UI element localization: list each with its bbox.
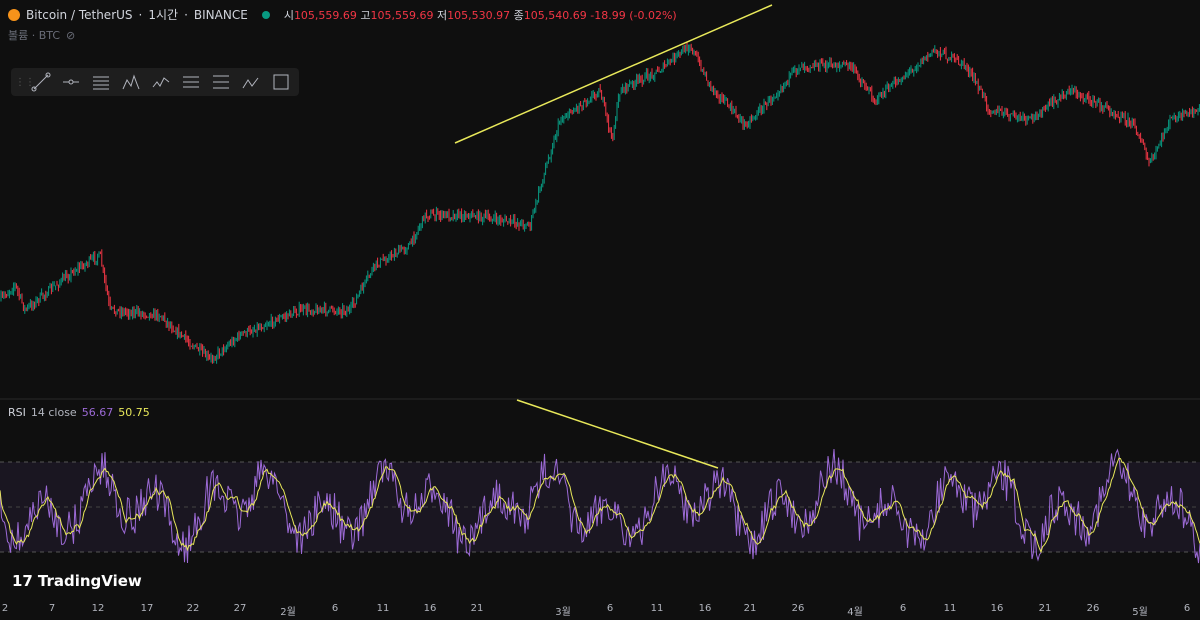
rsi-params: 14 close (30, 406, 77, 419)
time-axis-label: 3월 (555, 607, 571, 618)
symbol-name[interactable]: Bitcoin / TetherUS (26, 7, 133, 22)
ohlc-values: 시105,559.69 고105,559.69 저105,530.97 종105… (284, 7, 677, 23)
tradingview-logo[interactable]: 𝟭𝟳 TradingView (12, 572, 142, 590)
time-axis-label: 5월 (1132, 607, 1148, 618)
rsi-legend: RSI 14 close 56.67 50.75 (8, 406, 150, 419)
time-axis-label: 6 (1183, 603, 1191, 614)
change-value: -18.99 (-0.02%) (590, 8, 677, 22)
time-axis-label: 11 (650, 603, 664, 614)
open-value: 105,559.69 (293, 8, 357, 22)
time-axis-label: 27 (233, 603, 247, 614)
rsi-ma-value: 50.75 (118, 406, 150, 419)
time-axis-label: 16 (990, 603, 1004, 614)
volume-legend: 볼륨 · BTC ⊘ (8, 27, 75, 43)
time-axis-label: 17 (140, 603, 154, 614)
open-label: 시 (283, 8, 294, 22)
exchange: BINANCE (193, 7, 248, 22)
eye-hidden-icon[interactable]: ⊘ (66, 28, 76, 42)
fib-retracement-icon[interactable] (179, 71, 203, 93)
high-label: 고 (360, 8, 371, 22)
rsi-ma-line (0, 457, 1200, 554)
bitcoin-icon (8, 8, 20, 21)
volume-label: 볼륨 · BTC (8, 29, 61, 42)
rsi-name[interactable]: RSI (8, 406, 26, 419)
time-axis-label: 16 (423, 603, 437, 614)
time-axis-label: 11 (376, 603, 390, 614)
time-axis-label: 26 (1086, 603, 1100, 614)
time-axis-label: 6 (899, 603, 907, 614)
rsi-value: 56.67 (81, 406, 114, 419)
fib-extension-icon[interactable] (209, 71, 233, 93)
tv-logo-icon: 𝟭𝟳 (12, 572, 33, 590)
time-axis-label: 11 (943, 603, 957, 614)
low-label: 저 (437, 8, 448, 22)
close-label: 종 (513, 8, 524, 22)
time-axis-label: 2월 (280, 607, 296, 618)
pattern-icon[interactable] (119, 71, 143, 93)
parallel-channel-icon[interactable] (89, 71, 113, 93)
abcd-pattern-icon[interactable] (239, 71, 263, 93)
time-axis-label: 16 (698, 603, 712, 614)
brand-name: TradingView (37, 572, 142, 590)
horizontal-ray-icon[interactable] (59, 71, 83, 93)
drawing-toolbar: ⋮⋮ (11, 68, 299, 96)
elliott-wave-icon[interactable] (149, 71, 173, 93)
market-status-icon (261, 10, 270, 19)
time-axis-label: 21 (1038, 603, 1052, 614)
time-axis-label: 12 (91, 603, 105, 614)
sep: · (138, 7, 143, 22)
interval[interactable]: 1시간 (148, 8, 179, 22)
high-value: 105,559.69 (370, 8, 434, 22)
time-axis-label: 22 (186, 603, 200, 614)
rectangle-icon[interactable] (269, 71, 293, 93)
close-value: 105,540.69 (523, 8, 587, 22)
trend-line-icon[interactable] (29, 71, 53, 93)
time-axis-label: 21 (470, 603, 484, 614)
price-trendline[interactable] (454, 4, 773, 144)
time-axis-label: 26 (791, 603, 805, 614)
time-axis-label: 7 (48, 603, 56, 614)
drag-handle-icon[interactable]: ⋮⋮ (15, 76, 35, 88)
symbol-legend: Bitcoin / TetherUS · 1시간 · BINANCE 시105,… (8, 6, 677, 23)
time-axis-label: 6 (331, 603, 339, 614)
rsi-line (0, 448, 1200, 564)
candles (0, 41, 1200, 364)
time-axis-label: 2 (1, 603, 9, 614)
rsi-trendline[interactable] (516, 399, 719, 469)
low-value: 105,530.97 (447, 8, 511, 22)
time-axis-label: 21 (743, 603, 757, 614)
sep: · (184, 7, 188, 22)
time-axis-label: 6 (606, 603, 614, 614)
time-axis-label: 4월 (847, 607, 863, 618)
